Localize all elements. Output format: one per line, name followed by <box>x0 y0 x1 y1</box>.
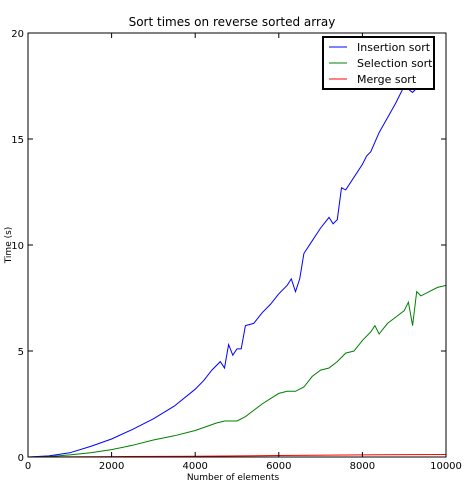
legend-label-2: Merge sort <box>357 73 417 86</box>
x-axis-label: Number of elements <box>187 473 280 483</box>
x-tick-label-0: 0 <box>25 461 31 472</box>
x-tick-label-2: 4000 <box>182 461 207 472</box>
legend-label-1: Selection sort <box>357 57 433 70</box>
series-line-0 <box>28 83 422 457</box>
y-tick-label-4: 20 <box>11 29 24 40</box>
y-axis-label: Time (s) <box>4 227 14 265</box>
legend: Insertion sort Selection sort Merge sort <box>322 36 435 90</box>
y-tick-label-2: 10 <box>11 241 24 252</box>
y-tick-label-3: 15 <box>11 135 24 146</box>
x-tick-label-5: 10000 <box>430 461 462 472</box>
y-tick-label-0: 0 <box>18 453 24 464</box>
plot-frame <box>27 32 447 458</box>
legend-label-0: Insertion sort <box>357 41 431 54</box>
series-line-1 <box>28 284 446 457</box>
y-tick-label-1: 5 <box>18 347 24 358</box>
x-tick-label-3: 6000 <box>266 461 291 472</box>
x-tick-label-1: 2000 <box>99 461 124 472</box>
plot-area: 0 2000 4000 6000 8000 10000 0 5 10 15 20 <box>11 29 462 472</box>
x-tick-label-4: 8000 <box>350 461 375 472</box>
chart-title: Sort times on reverse sorted array <box>129 15 336 29</box>
